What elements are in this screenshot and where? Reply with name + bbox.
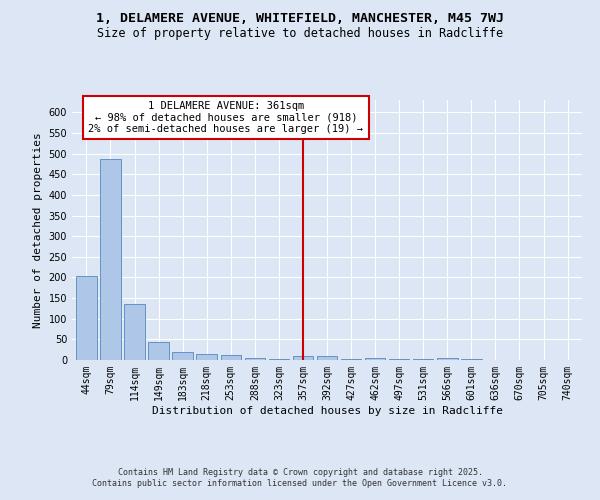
Bar <box>269 359 289 360</box>
Bar <box>293 356 313 360</box>
Text: 1 DELAMERE AVENUE: 361sqm
← 98% of detached houses are smaller (918)
2% of semi-: 1 DELAMERE AVENUE: 361sqm ← 98% of detac… <box>88 100 364 134</box>
Bar <box>437 358 458 360</box>
Bar <box>221 356 241 360</box>
X-axis label: Distribution of detached houses by size in Radcliffe: Distribution of detached houses by size … <box>151 406 503 415</box>
Bar <box>389 359 409 360</box>
Bar <box>317 356 337 360</box>
Bar <box>365 358 385 360</box>
Text: Contains HM Land Registry data © Crown copyright and database right 2025.
Contai: Contains HM Land Registry data © Crown c… <box>92 468 508 487</box>
Bar <box>461 359 482 360</box>
Y-axis label: Number of detached properties: Number of detached properties <box>33 132 43 328</box>
Bar <box>76 276 97 360</box>
Bar <box>245 358 265 360</box>
Text: Size of property relative to detached houses in Radcliffe: Size of property relative to detached ho… <box>97 28 503 40</box>
Bar <box>124 304 145 360</box>
Bar <box>341 359 361 360</box>
Bar <box>172 352 193 360</box>
Bar <box>148 342 169 360</box>
Bar <box>413 359 433 360</box>
Bar <box>196 354 217 360</box>
Text: 1, DELAMERE AVENUE, WHITEFIELD, MANCHESTER, M45 7WJ: 1, DELAMERE AVENUE, WHITEFIELD, MANCHEST… <box>96 12 504 26</box>
Bar <box>100 159 121 360</box>
